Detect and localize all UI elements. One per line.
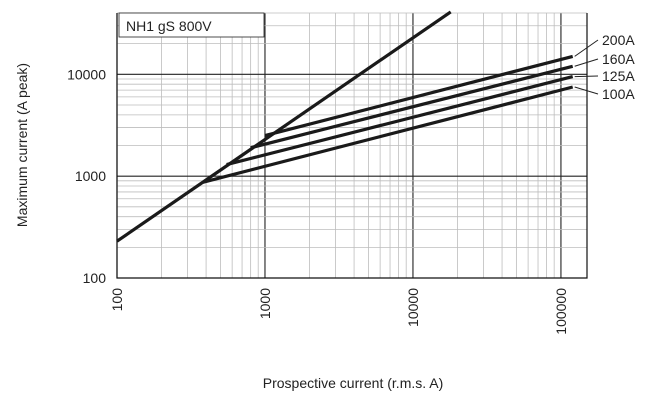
- x-tick-label: 10000: [405, 288, 421, 327]
- series-label-100a: 100A: [602, 86, 635, 102]
- y-tick-label: 10000: [67, 66, 106, 82]
- y-axis-label: Maximum current (A peak): [14, 63, 30, 227]
- series-leader-200a: [574, 39, 599, 57]
- series-label-200a: 200A: [602, 32, 635, 48]
- annotation-box: NH1 gS 800V: [118, 12, 265, 38]
- x-axis-label: Prospective current (r.m.s. A): [263, 375, 444, 391]
- curves: [116, 10, 574, 243]
- x-tick-label: 1000: [257, 288, 273, 319]
- reference-line: [116, 10, 452, 243]
- series-label-125a: 125A: [602, 68, 635, 84]
- x-tick-label: 100000: [553, 288, 569, 335]
- series-leader-125a: [574, 75, 599, 78]
- series-label-160a: 160A: [602, 51, 635, 67]
- y-tick-label: 100: [83, 270, 107, 286]
- series-line-100a: [202, 85, 574, 184]
- plot-frame: [116, 13, 588, 279]
- series-leader-160a: [574, 58, 599, 67]
- series-line-200a: [264, 54, 574, 138]
- y-tick-label: 1000: [75, 168, 106, 184]
- tick-labels: 100 1000 10000 100000 100 1000 10000: [67, 66, 569, 334]
- series-line-125a: [226, 75, 574, 167]
- series-leader-100a: [574, 86, 599, 95]
- annotation-text: NH1 gS 800V: [126, 18, 212, 34]
- x-tick-label: 100: [109, 288, 125, 312]
- series-line-160a: [250, 64, 574, 150]
- annotation-background: [118, 12, 265, 38]
